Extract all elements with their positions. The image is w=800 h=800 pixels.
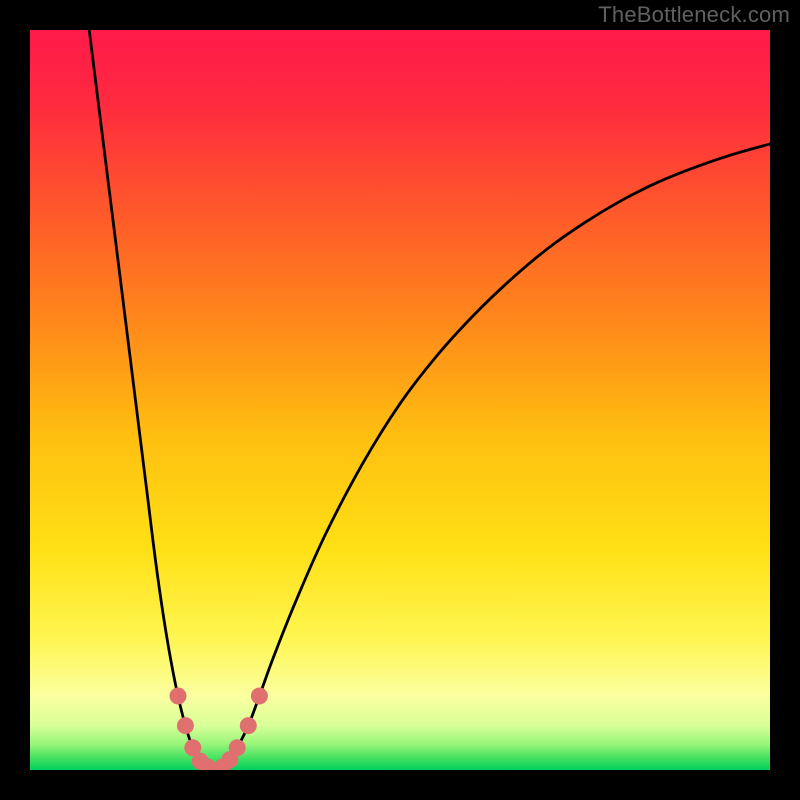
marker-right-2 [229, 739, 246, 756]
marker-right-4 [251, 688, 268, 705]
gradient-background [30, 30, 770, 770]
watermark-text: TheBottleneck.com [598, 2, 790, 28]
marker-left-1 [177, 717, 194, 734]
marker-right-3 [240, 717, 257, 734]
marker-left-0 [170, 688, 187, 705]
chart-plot [0, 0, 800, 800]
chart-frame: TheBottleneck.com [0, 0, 800, 800]
marker-left-4 [199, 759, 216, 776]
